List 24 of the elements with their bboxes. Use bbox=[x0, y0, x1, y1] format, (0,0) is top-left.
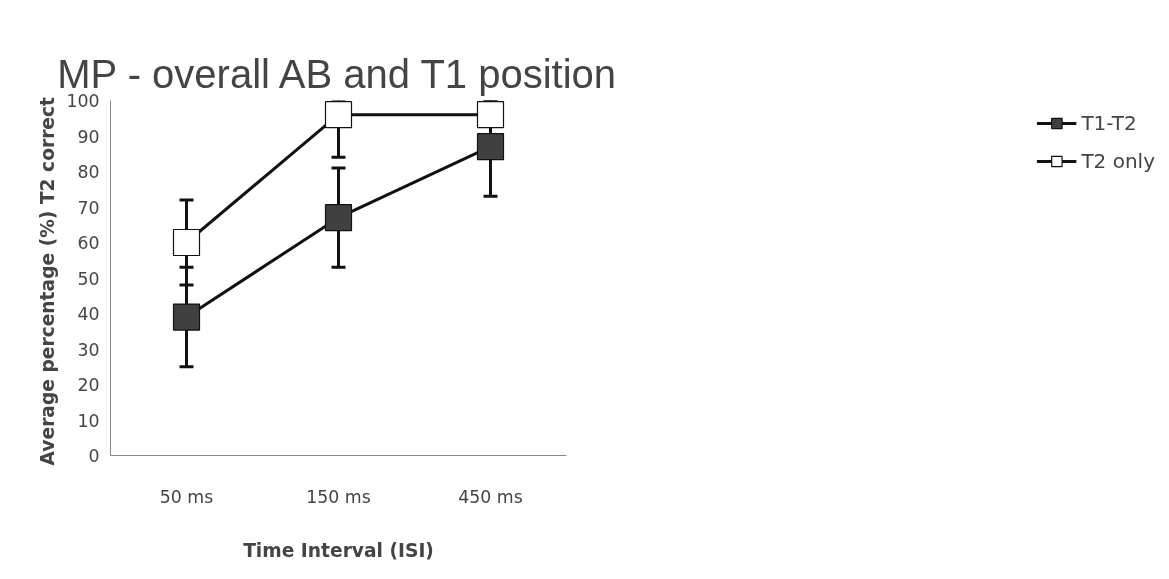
x-tick-label: 450 ms bbox=[458, 486, 523, 507]
point bbox=[476, 101, 505, 129]
y-tick-label: 10 bbox=[77, 410, 100, 431]
x-tick-label: 50 ms bbox=[159, 486, 214, 507]
legend-label: T2 only bbox=[1081, 149, 1155, 173]
y-tick-label: 40 bbox=[77, 304, 100, 324]
point bbox=[172, 228, 201, 257]
y-axis-title: Average percentage (%) T2 correct bbox=[37, 96, 59, 466]
y-tick-label: 100 bbox=[66, 91, 100, 111]
y-tick-label: 80 bbox=[77, 162, 100, 182]
point bbox=[324, 204, 353, 232]
y-tick-label: 70 bbox=[77, 197, 100, 218]
x-tick-label: 150 ms bbox=[306, 486, 371, 507]
point bbox=[476, 133, 505, 161]
y-tick-label: 60 bbox=[77, 233, 100, 253]
x-axis-title: Time Interval (ISI) bbox=[243, 539, 434, 561]
point bbox=[172, 303, 201, 331]
point bbox=[324, 101, 353, 129]
y-tick-label: 0 bbox=[88, 446, 100, 466]
y-tick-label: 50 bbox=[77, 268, 100, 289]
y-tick-label: 30 bbox=[77, 339, 100, 360]
y-tick-label: 90 bbox=[77, 126, 100, 147]
y-tick-label: 20 bbox=[77, 375, 100, 395]
legend-label: T1-T2 bbox=[1081, 111, 1137, 135]
